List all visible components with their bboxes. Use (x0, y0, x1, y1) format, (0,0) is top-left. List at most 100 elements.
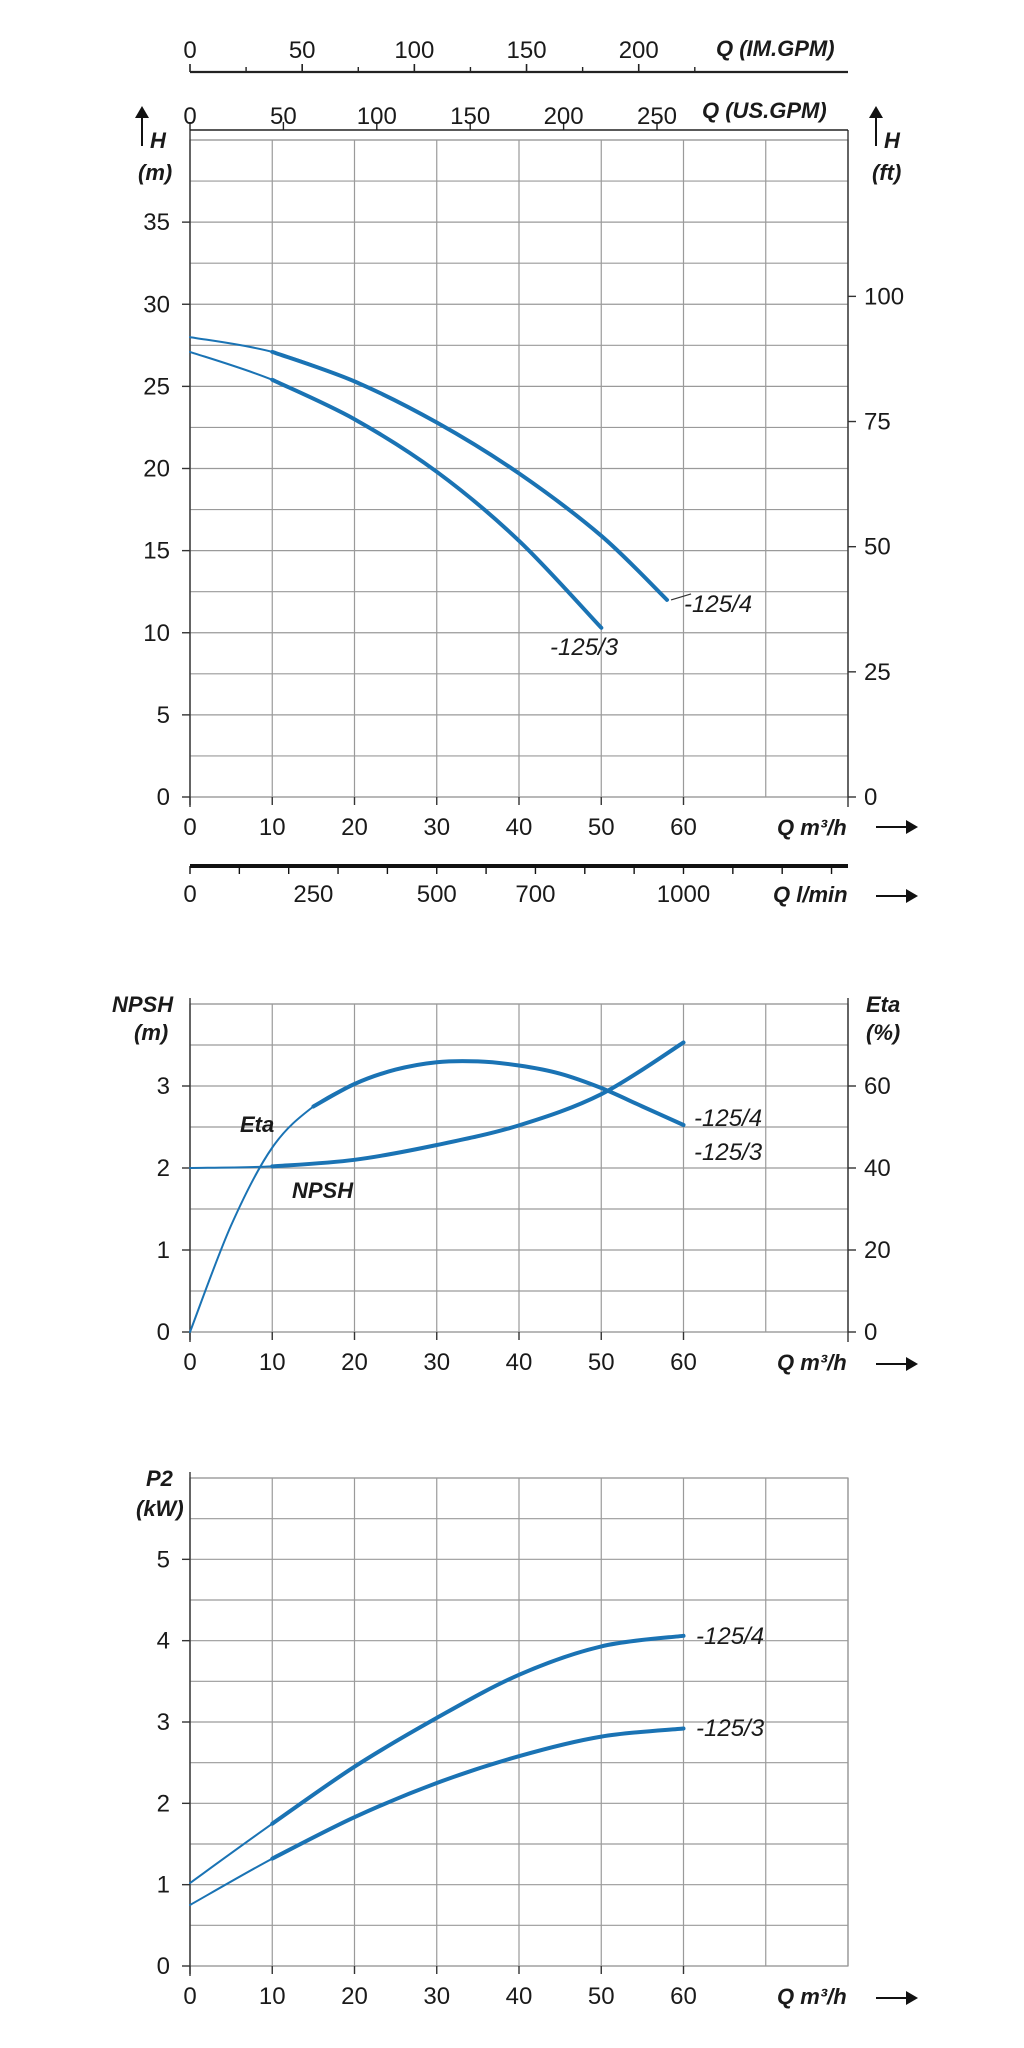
y2-tick-label: 75 (864, 409, 891, 436)
y2-tick-label: 40 (864, 1155, 891, 1182)
curve-125-4 (270, 1633, 686, 1826)
y2-tick-label: 50 (864, 534, 891, 561)
x-axis-label: Q m³/h (777, 1984, 847, 2009)
y-tick-label: 0 (157, 784, 170, 811)
top-im-tick-label: 50 (289, 37, 316, 64)
x-axis-label: Q m³/h (777, 1350, 847, 1375)
y-tick-label: 3 (157, 1073, 170, 1100)
y-axis-unit: (kW) (136, 1496, 184, 1521)
x-tick-label: 20 (341, 1349, 368, 1376)
bottom-lmin-tick-label: 1000 (657, 881, 710, 908)
curve-125-4 (270, 349, 669, 602)
series-label-eta: Eta (240, 1112, 274, 1137)
x-tick-label: 10 (259, 814, 286, 841)
y2-tick-label: 0 (864, 1319, 877, 1346)
top-us-tick-label: 150 (450, 103, 490, 130)
top-us-tick-label: 0 (183, 103, 196, 130)
bottom-lmin-tick-label: 500 (417, 881, 457, 908)
x-tick-label: 20 (341, 1983, 368, 2010)
top-im-tick-label: 0 (183, 37, 196, 64)
x-tick-label: 50 (588, 1349, 615, 1376)
x-arrow-head (906, 1991, 918, 2005)
series-label-125-3: -125/3 (694, 1139, 763, 1166)
y2-axis-unit: (ft) (872, 160, 901, 185)
y-tick-label: 1 (157, 1872, 170, 1899)
y2-tick-label: 60 (864, 1073, 891, 1100)
label-leader (670, 593, 692, 601)
bottom-lmin-tick-label: 250 (293, 881, 333, 908)
x-tick-label: 40 (506, 1983, 533, 2010)
x-tick-label: 30 (423, 1983, 450, 2010)
y2-tick-label: 0 (864, 784, 877, 811)
series-label-125-4: -125/4 (696, 1623, 764, 1650)
y-tick-label: 25 (143, 373, 170, 400)
y-tick-label: 3 (157, 1709, 170, 1736)
y2-axis-label: H (884, 128, 901, 153)
x-tick-label: 0 (183, 814, 196, 841)
y-axis-unit: (m) (138, 160, 172, 185)
y2-axis-label: Eta (866, 992, 900, 1017)
y-axis-unit: (m) (134, 1020, 168, 1045)
top-im-label: Q (IM.GPM) (716, 36, 835, 61)
y-tick-label: 0 (157, 1953, 170, 1980)
top-us-label: Q (US.GPM) (702, 98, 827, 123)
y-tick-label: 5 (157, 1546, 170, 1573)
top-us-tick-label: 100 (357, 103, 397, 130)
x-tick-label: 30 (423, 814, 450, 841)
curve-npsh (270, 1040, 686, 1169)
series-label-npsh: NPSH (292, 1178, 354, 1203)
y2-tick-label: 25 (864, 659, 891, 686)
bottom-lmin-tick-label: 0 (183, 881, 196, 908)
y-tick-label: 5 (157, 702, 170, 729)
top-im-tick-label: 150 (507, 37, 547, 64)
y-tick-label: 20 (143, 456, 170, 483)
top-us-tick-label: 250 (637, 103, 677, 130)
series-label-125-3: -125/3 (696, 1715, 765, 1742)
y-tick-label: 15 (143, 538, 170, 565)
x-tick-label: 40 (506, 1349, 533, 1376)
y2-axis-unit: (%) (866, 1020, 900, 1045)
y-tick-label: 2 (157, 1155, 170, 1182)
series-label-125-4: -125/4 (694, 1105, 762, 1132)
y-tick-label: 4 (157, 1628, 170, 1655)
bottom-lmin-label: Q l/min (773, 882, 848, 907)
x-arrow-head (906, 820, 918, 834)
x-tick-label: 10 (259, 1983, 286, 2010)
y2-tick-label: 20 (864, 1237, 891, 1264)
y2-tick-label: 100 (864, 283, 904, 310)
x-tick-label: 60 (670, 1983, 697, 2010)
y-tick-label: 1 (157, 1237, 170, 1264)
x-tick-label: 0 (183, 1349, 196, 1376)
x-axis-label: Q m³/h (777, 815, 847, 840)
series-label-125-3: -125/3 (550, 634, 619, 661)
y-tick-label: 10 (143, 620, 170, 647)
x-tick-label: 0 (183, 1983, 196, 2010)
y-tick-label: 30 (143, 291, 170, 318)
bottom-lmin-tick-label: 700 (515, 881, 555, 908)
curve-125-3 (270, 1726, 686, 1861)
y-axis-label: NPSH (112, 992, 174, 1017)
x-tick-label: 10 (259, 1349, 286, 1376)
y-right-arrow-head (869, 106, 883, 118)
y-axis-label: P2 (146, 1466, 174, 1491)
top-us-tick-label: 200 (544, 103, 584, 130)
x-tick-label: 20 (341, 814, 368, 841)
x-tick-label: 30 (423, 1349, 450, 1376)
x-arrow-head (906, 1357, 918, 1371)
x-tick-label: 50 (588, 1983, 615, 2010)
y-tick-label: 2 (157, 1790, 170, 1817)
x-tick-label: 60 (670, 1349, 697, 1376)
lmin-arrow-head (906, 889, 918, 903)
curve-eta (311, 1059, 686, 1127)
y-left-arrow-head (135, 106, 149, 118)
y-axis-label: H (150, 128, 167, 153)
x-tick-label: 60 (670, 814, 697, 841)
top-us-tick-label: 50 (270, 103, 297, 130)
x-tick-label: 40 (506, 814, 533, 841)
top-im-tick-label: 100 (394, 37, 434, 64)
